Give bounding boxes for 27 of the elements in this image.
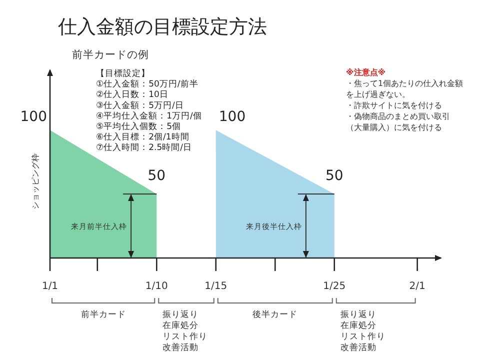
text: ※注意点※ [346,68,386,77]
text: リスト作り [340,331,386,342]
x-tick-label: 1/1 [42,281,58,292]
data-label: 100 [20,109,47,126]
text: 前半カード [80,309,126,320]
text: 振り返り [340,309,376,320]
annotation: ・偽物商品のまとめ買い取引（大量購入）に気を付ける [346,112,450,132]
x-tick-label: 1/25 [323,281,346,292]
data-label: 100 [218,109,246,126]
chart-subtitle: 前半カードの例 [72,48,149,61]
text: リスト作り [162,331,208,342]
x-tick-label: 1/15 [204,281,228,292]
text: 改善活動 [162,342,199,353]
text: ・焦って1個あたりの仕入れ金額を上げ過ぎない。 [346,79,464,99]
annotation: 【目標設定】 ①仕入金額：50万円/前半 ②仕入日数：10日 ③仕入金額：5万円/日 ④平均仕入金額：1万円/個 ⑤平均仕入個数：5個 ⑥仕入目標：2個/1時間 ⑦仕入時間：2.5時間/日 [96,68,202,154]
text: ・詐欺サイトに気を付ける [346,101,442,110]
text: 振り返り [162,309,199,320]
text: 後半カード [252,309,298,320]
y-axis-title: ショッピング枠 [31,153,40,210]
data-label: 50 [325,168,344,184]
text: 在庫処分 [162,320,199,331]
text: 在庫処分 [340,320,376,331]
x-tick-label: 1/10 [145,281,168,292]
chart-title: 仕入金額の目標設定方法 [57,16,267,38]
data-label: 50 [148,168,166,184]
text: 改善活動 [340,342,376,353]
x-tick-label: 2/1 [409,281,426,292]
